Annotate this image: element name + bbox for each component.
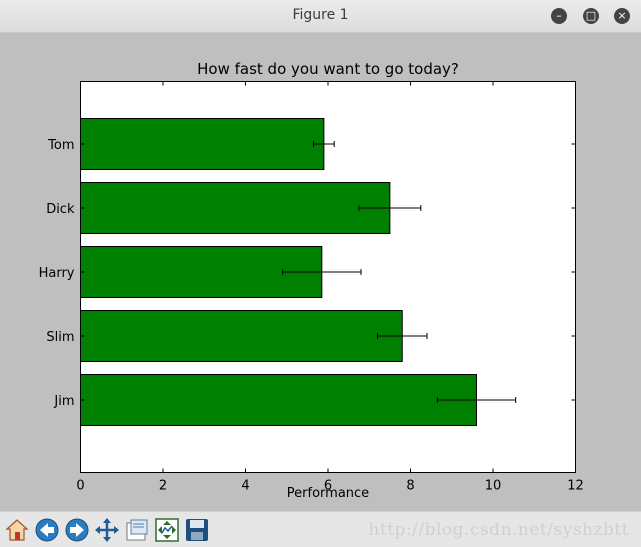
x-tick-label: 12 [567,479,584,494]
figure-canvas[interactable]: How fast do you want to go today? Tom Dic… [0,33,641,511]
minimize-icon[interactable]: – [551,8,567,24]
x-tick-label: 10 [485,479,502,494]
y-tick-label: Dick [46,202,75,217]
back-icon[interactable] [34,517,60,543]
y-tick-label: Tom [47,138,74,153]
x-tick-label: 4 [241,479,249,494]
x-tick-label: 8 [406,479,414,494]
pan-icon[interactable] [94,517,120,543]
bar-jim [80,374,477,426]
bar-tom [80,118,325,170]
zoom-icon[interactable] [124,517,150,543]
title-bar: Figure 1 – □ × [0,0,641,33]
close-icon[interactable]: × [614,8,630,24]
save-icon[interactable] [184,517,210,543]
bar-dick [80,182,391,234]
bar-slim [80,310,403,362]
window-title: Figure 1 [292,7,349,23]
chart-title: How fast do you want to go today? [197,60,459,78]
y-tick-label: Harry [39,266,75,281]
home-icon[interactable] [4,517,30,543]
error-bar-harry [282,269,362,275]
x-tick-label: 0 [76,479,84,494]
error-bar-tom [313,141,335,147]
watermark-text: http://blog.csdn.net/syshzbtt [368,520,629,540]
error-bar-dick [358,205,422,211]
configure-subplots-icon[interactable] [154,517,180,543]
x-tick-label: 2 [159,479,167,494]
y-tick-label: Slim [46,330,74,345]
forward-icon[interactable] [64,517,90,543]
x-axis-label: Performance [287,486,369,501]
navigation-toolbar: http://blog.csdn.net/syshzbtt [0,511,641,547]
error-bar-jim [436,397,517,403]
maximize-icon[interactable]: □ [583,8,599,24]
bar-chart: How fast do you want to go today? Tom Dic… [39,60,584,501]
x-tick-label: 6 [324,479,332,494]
error-bar-slim [377,333,428,339]
y-tick-label: Jim [53,394,74,409]
